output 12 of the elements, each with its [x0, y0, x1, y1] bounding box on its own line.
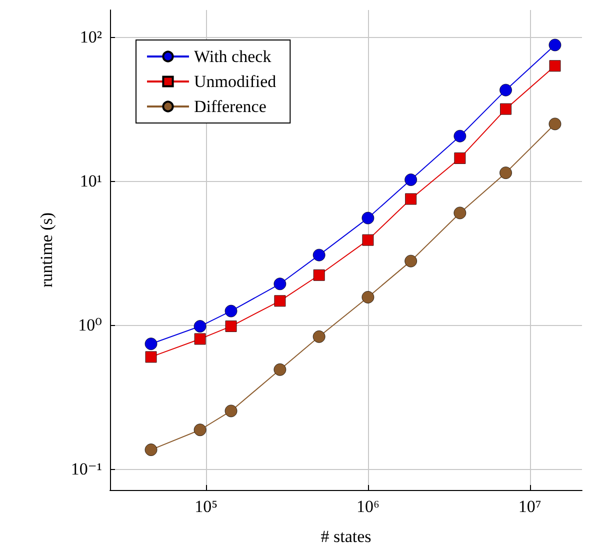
x-tick-label: 10⁶ — [356, 497, 380, 516]
x-tick-label: 10⁷ — [518, 497, 542, 516]
y-tick-label: 10⁰ — [78, 316, 102, 335]
legend-label: Unmodified — [194, 72, 277, 91]
legend-label: With check — [194, 47, 272, 66]
x-axis-title: # states — [320, 527, 372, 546]
y-axis-title: runtime (s) — [37, 212, 56, 288]
y-tick-label: 10⁻¹ — [70, 460, 102, 479]
legend-label: Difference — [194, 97, 266, 116]
x-tick-label: 10⁵ — [194, 497, 218, 516]
y-tick-label: 10¹ — [80, 172, 102, 191]
y-tick-label: 10² — [80, 28, 102, 47]
